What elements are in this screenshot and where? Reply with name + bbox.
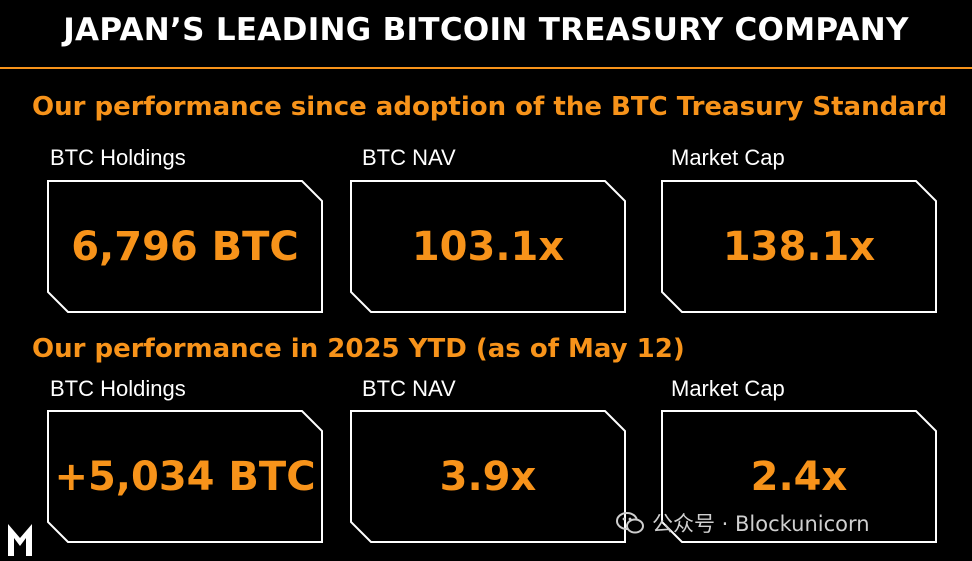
metric-label-btc-nav: BTC NAV xyxy=(362,145,456,170)
metric-value-btc-holdings-ytd: +5,034 BTC xyxy=(54,453,316,500)
section-title-2025-ytd: Our performance in 2025 YTD (as of May 1… xyxy=(32,334,685,364)
card-frame xyxy=(661,410,937,543)
metric-label-btc-holdings: BTC Holdings xyxy=(50,376,186,401)
card-frame xyxy=(47,410,323,543)
metric-label-market-cap: Market Cap xyxy=(671,145,785,170)
card-frame xyxy=(350,180,626,313)
metric-value-market-cap-ytd: 2.4x xyxy=(750,453,848,500)
metric-label-btc-holdings: BTC Holdings xyxy=(50,145,186,170)
metric-card-market-cap-ytd: 2.4x xyxy=(661,410,937,543)
metric-value-btc-holdings: 6,796 BTC xyxy=(71,223,299,270)
section-title-since-adoption: Our performance since adoption of the BT… xyxy=(32,92,948,122)
metric-card-btc-nav-ytd: 3.9x xyxy=(350,410,626,543)
metric-card-btc-holdings: 6,796 BTC xyxy=(47,180,323,313)
watermark-text: 公众号 · Blockunicorn xyxy=(652,512,870,536)
wechat-icon xyxy=(616,512,644,534)
metric-card-market-cap: 138.1x xyxy=(661,180,937,313)
metric-value-market-cap: 138.1x xyxy=(722,223,876,270)
card-frame xyxy=(661,180,937,313)
metric-label-market-cap: Market Cap xyxy=(671,376,785,401)
watermark: 公众号 · Blockunicorn xyxy=(616,508,870,538)
metric-card-btc-nav: 103.1x xyxy=(350,180,626,313)
metaplanet-logo-icon xyxy=(8,524,32,556)
card-frame xyxy=(47,180,323,313)
metric-label-btc-nav: BTC NAV xyxy=(362,376,456,401)
metric-value-btc-nav-ytd: 3.9x xyxy=(439,453,537,500)
header-divider xyxy=(0,67,972,69)
metric-card-btc-holdings-ytd: +5,034 BTC xyxy=(47,410,323,543)
metric-value-btc-nav: 103.1x xyxy=(411,223,565,270)
card-frame xyxy=(350,410,626,543)
page-title: JAPAN’S LEADING BITCOIN TREASURY COMPANY xyxy=(63,12,909,48)
